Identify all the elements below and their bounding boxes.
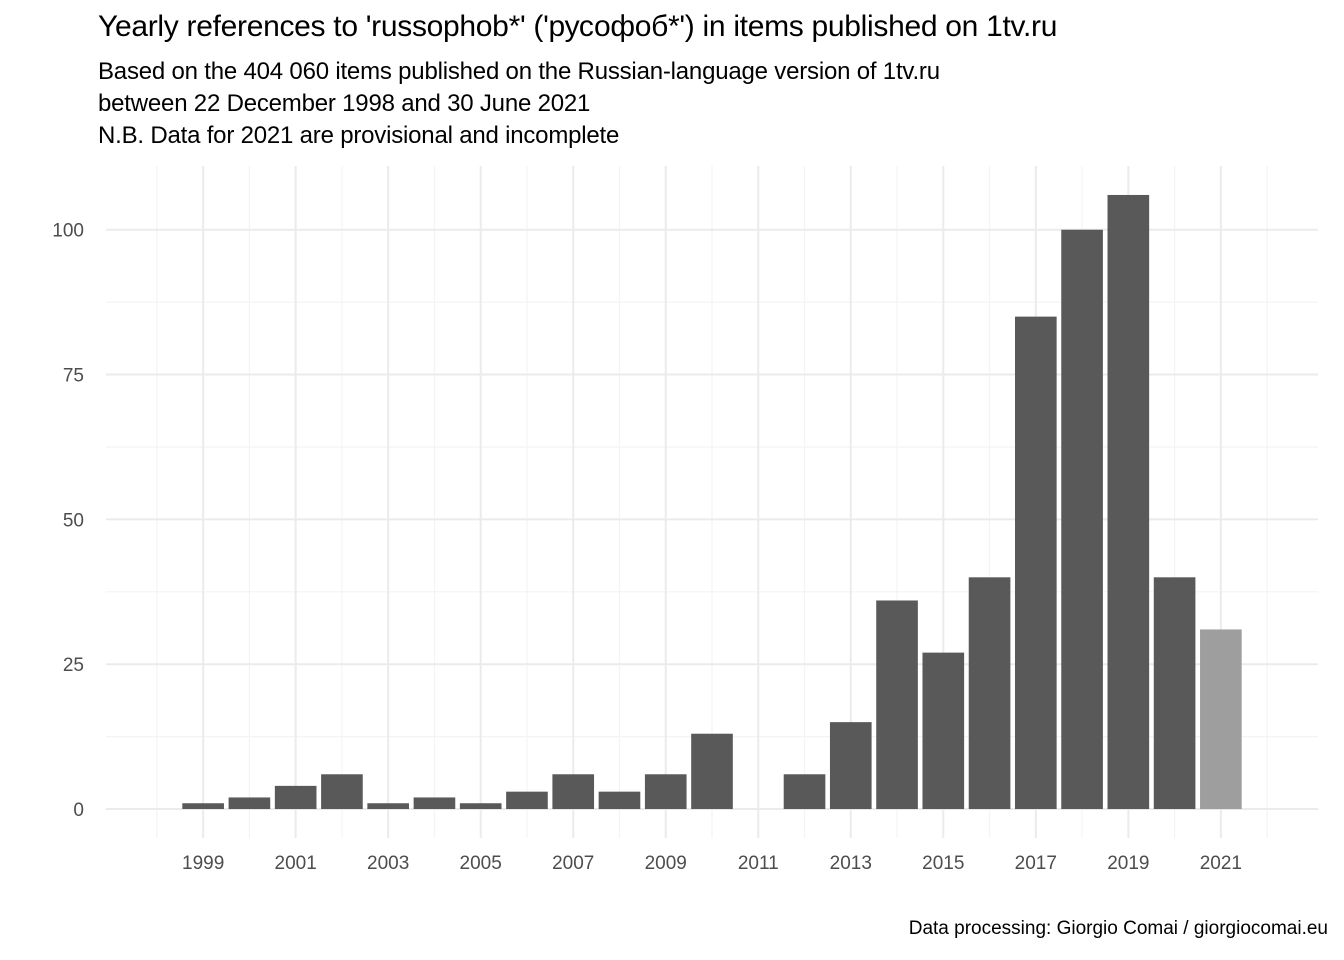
x-tick-label: 2001 — [275, 853, 317, 874]
x-tick-label: 2011 — [738, 853, 779, 874]
bar-2009 — [644, 774, 687, 810]
x-tick-label: 2015 — [922, 853, 964, 874]
bar-2012 — [783, 774, 826, 810]
bar-2008 — [598, 791, 641, 810]
bar-2007 — [552, 774, 595, 810]
x-tick-label: 2007 — [552, 853, 594, 874]
y-tick-label: 75 — [63, 366, 84, 387]
chart-title: Yearly references to 'russophob*' ('русо… — [98, 10, 1058, 43]
bar-2020 — [1153, 577, 1196, 810]
y-tick-label: 25 — [63, 655, 84, 676]
bar-2014 — [876, 600, 918, 810]
chart-caption: Data processing: Giorgio Comai / giorgio… — [908, 918, 1328, 939]
x-tick-label: 2003 — [367, 853, 409, 874]
x-tick-label: 2005 — [460, 853, 502, 874]
x-tick-label: 1999 — [182, 853, 224, 874]
bar-2004 — [413, 797, 456, 810]
chart-subtitle-line-2: between 22 December 1998 and 30 June 202… — [98, 90, 591, 117]
bar-2013 — [829, 722, 872, 810]
x-tick-label: 2021 — [1200, 853, 1242, 874]
x-axis-labels: 1999 2001 2003 2005 2007 2009 2011 2013 2015 2017… — [182, 853, 1242, 874]
bar-2003 — [367, 803, 409, 810]
bar-2006 — [506, 791, 548, 810]
bar-2002 — [321, 774, 363, 810]
y-tick-label: 0 — [73, 800, 84, 821]
bar-2019 — [1107, 194, 1150, 810]
bar-2010 — [691, 733, 733, 810]
bar-2018 — [1061, 229, 1103, 810]
bar-2001 — [274, 785, 317, 810]
y-axis-labels: 0 25 50 75 100 — [52, 221, 84, 821]
bar-2005 — [459, 803, 502, 810]
bar-2016 — [968, 577, 1011, 810]
x-tick-label: 2013 — [830, 853, 872, 874]
chart-subtitle-line-3: N.B. Data for 2021 are provisional and i… — [98, 122, 620, 149]
bar-2000 — [228, 797, 271, 810]
chart-subtitle-line-1: Based on the 404 060 items published on … — [98, 58, 940, 85]
bar-1999 — [182, 803, 224, 810]
x-tick-label: 2009 — [645, 853, 687, 874]
bar-2021 — [1200, 629, 1242, 810]
bar-layer — [182, 194, 1242, 810]
bar-2017 — [1015, 316, 1057, 810]
bar-2015 — [922, 652, 965, 810]
y-tick-label: 50 — [63, 510, 84, 531]
x-tick-label: 2019 — [1107, 853, 1149, 874]
x-tick-label: 2017 — [1015, 853, 1057, 874]
y-tick-label: 100 — [52, 221, 84, 242]
